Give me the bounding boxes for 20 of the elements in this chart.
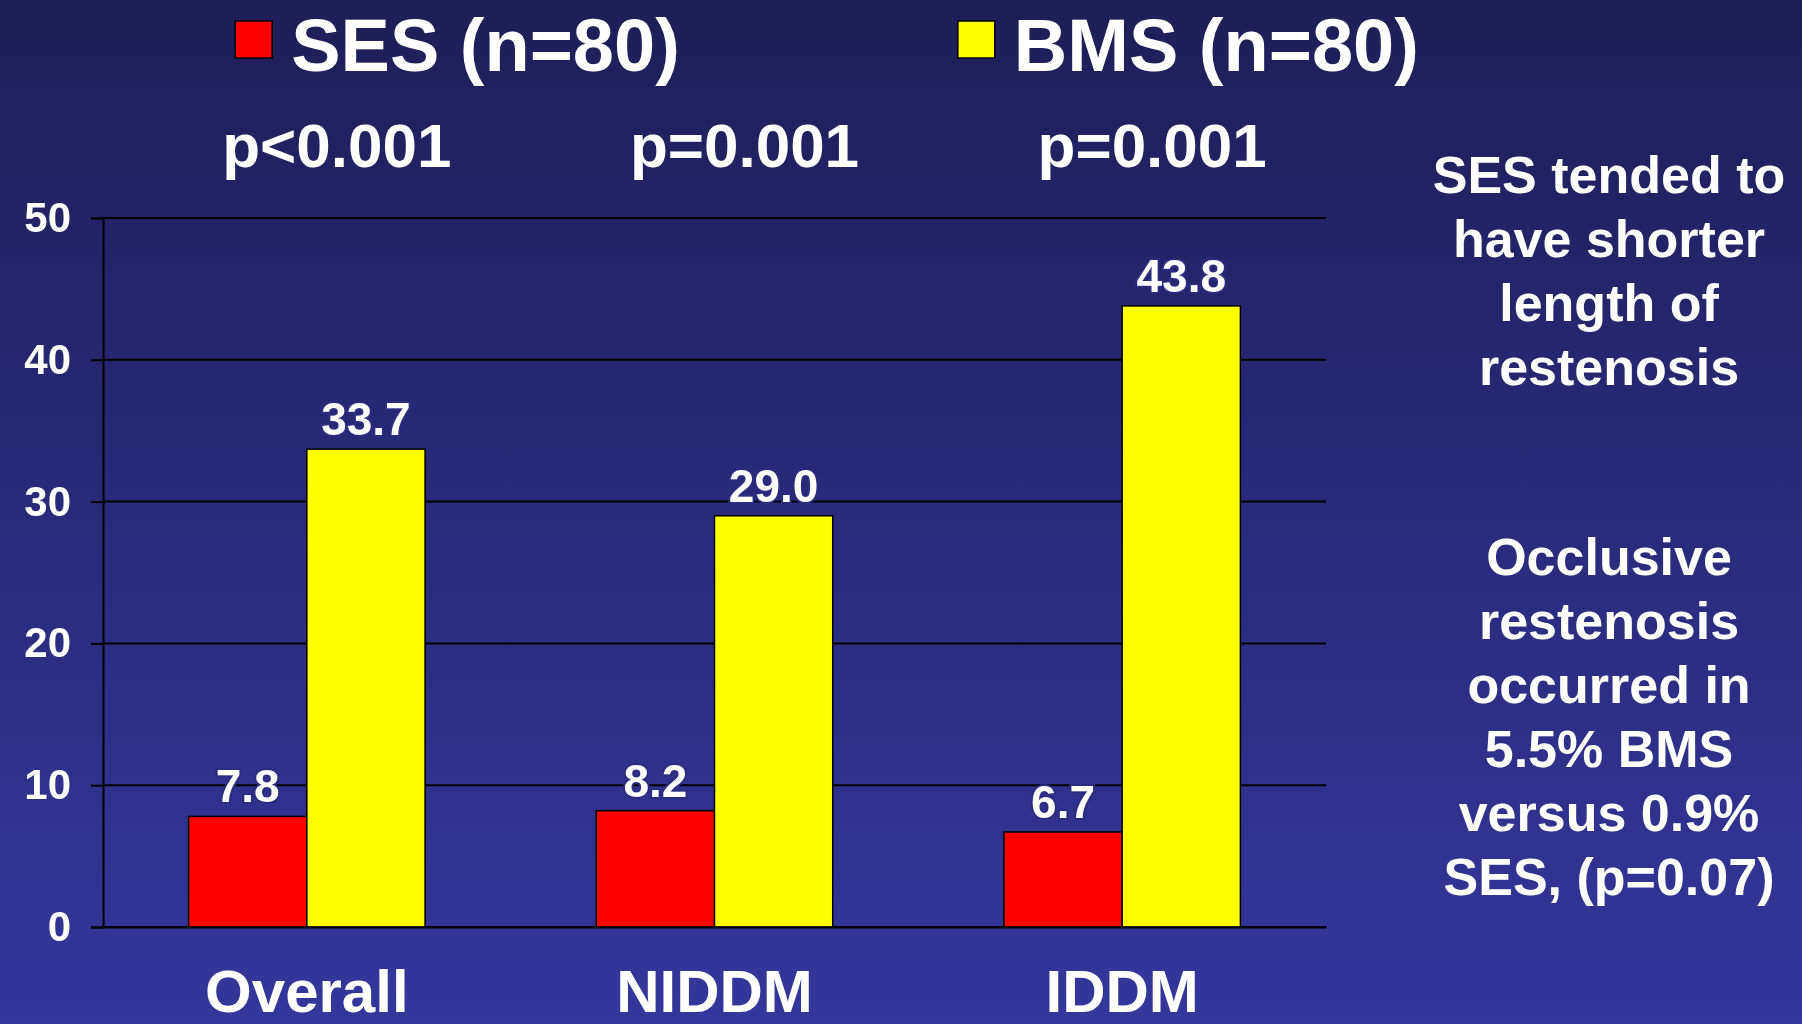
data-label: 33.7 <box>321 393 411 446</box>
data-label: 6.7 <box>1031 775 1096 828</box>
y-tick-label: 10 <box>24 761 71 809</box>
text: p=0.001 <box>629 111 860 180</box>
data-label: 43.8 <box>1136 249 1227 302</box>
y-tick-label: 40 <box>24 335 71 383</box>
y-tick-label: 50 <box>24 193 71 241</box>
x-tick-label: Overall <box>205 957 409 1024</box>
y-tick-label: 20 <box>24 619 71 667</box>
legend-label: SES (n=80) <box>291 4 680 87</box>
y-tick-label: 30 <box>24 477 71 525</box>
legend-label: BMS (n=80) <box>1013 4 1419 87</box>
text: SES tended to have shorter length of restenosis <box>1432 146 1786 396</box>
text: p<0.001 <box>222 111 452 180</box>
text: p=0.001 <box>1037 111 1267 180</box>
x-tick-label: IDDM <box>1045 957 1199 1024</box>
text: Occlusive restenosis occurred in 5.5% BMS versus 0.9% SES, (p=0.07) <box>1443 528 1775 906</box>
x-tick-label: NIDDM <box>616 957 813 1024</box>
y-tick-label: 0 <box>47 902 71 950</box>
data-label: 29.0 <box>728 459 819 512</box>
